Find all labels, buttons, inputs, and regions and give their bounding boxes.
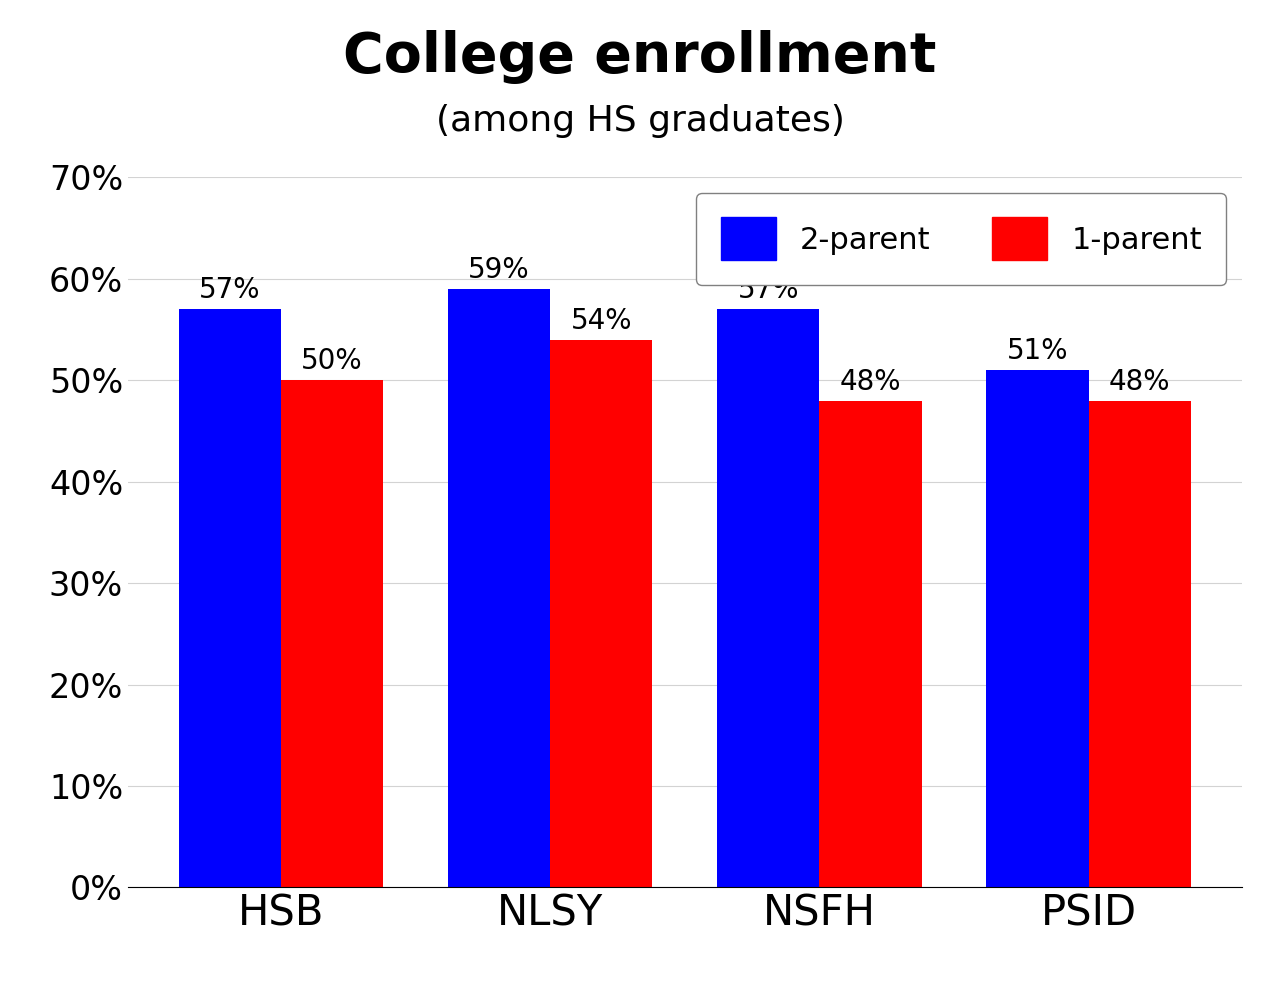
Text: 50%: 50% [301,347,364,376]
Text: 59%: 59% [468,256,530,284]
Text: 57%: 57% [198,276,261,305]
Text: 51%: 51% [1007,337,1069,365]
Text: (among HS graduates): (among HS graduates) [435,104,845,137]
Bar [280,381,383,887]
Bar [448,289,550,887]
Bar [550,340,653,887]
Bar [717,310,819,887]
Bar [819,400,922,887]
Text: 48%: 48% [1108,368,1171,395]
Bar [987,370,1089,887]
Legend: 2-parent, 1-parent: 2-parent, 1-parent [696,192,1226,285]
Text: 54%: 54% [571,307,632,334]
Text: College enrollment: College enrollment [343,30,937,84]
Bar [1089,400,1190,887]
Text: 48%: 48% [840,368,901,395]
Bar [179,310,280,887]
Text: 57%: 57% [737,276,799,305]
